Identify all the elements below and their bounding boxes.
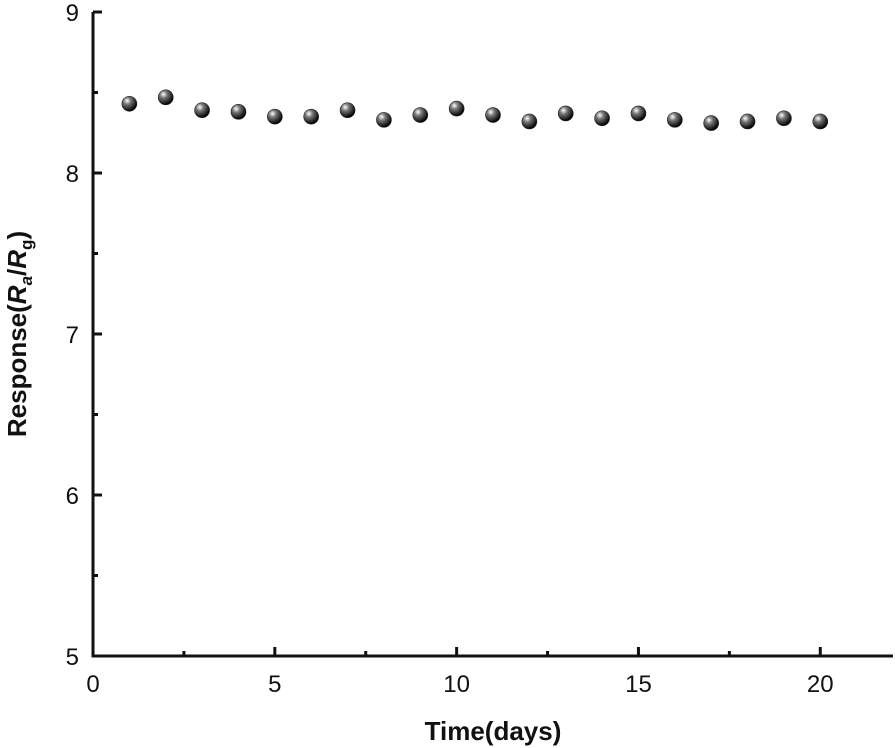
x-tick-label: 5 [268,671,281,698]
data-point [521,113,538,130]
data-point [194,102,210,119]
data-point [557,105,574,122]
x-tick-label: 0 [86,671,99,698]
y-title-part: R [2,250,32,269]
y-title-part: a [17,276,36,285]
data-point [448,100,465,117]
data-point [339,102,356,119]
data-point [157,89,174,106]
data-point [594,110,610,127]
x-tick-label: 10 [443,671,470,698]
x-axis-title: Time(days) [425,716,562,746]
data-point [776,110,792,127]
data-point [703,115,719,131]
y-title-part: ) [2,231,32,240]
y-title-part: g [17,240,36,250]
data-point [121,95,138,112]
x-tick-label: 20 [807,671,834,698]
data-point [667,112,683,128]
data-point [230,104,247,120]
data-point [812,113,829,130]
data-point [485,107,501,123]
data-point [630,105,647,122]
y-tick-label: 7 [66,322,79,349]
y-title-part: Response( [2,304,32,437]
y-tick-label: 5 [66,644,79,671]
data-point [412,107,429,123]
data-point [267,108,283,125]
y-title-part: / [2,269,32,276]
data-point [376,112,392,128]
data-point [303,108,319,125]
y-title-part: R [2,285,32,304]
y-tick-label: 9 [66,0,79,27]
data-point [739,113,756,130]
x-tick-label: 15 [625,671,652,698]
y-axis-title: Response(Ra/Rg) [2,231,36,437]
y-tick-label: 6 [66,483,79,510]
y-tick-label: 8 [66,161,79,188]
